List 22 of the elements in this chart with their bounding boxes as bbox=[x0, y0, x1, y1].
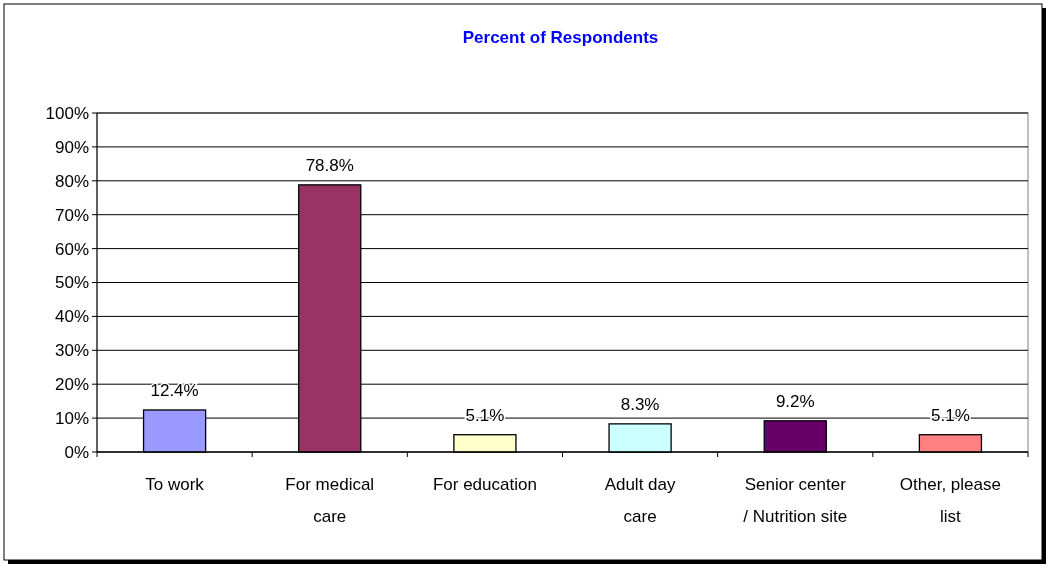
y-tick-label: 60% bbox=[54, 239, 89, 259]
y-tick-label: 90% bbox=[54, 137, 89, 157]
chart-title: Percent of Respondents bbox=[462, 28, 659, 47]
x-tick-label: Other, please list bbox=[899, 475, 1001, 526]
y-tick-label: 30% bbox=[54, 341, 89, 361]
x-tick-label: Adult day care bbox=[604, 475, 677, 526]
x-tick-label: Senior center / Nutrition site bbox=[743, 475, 848, 526]
y-tick-label: 10% bbox=[54, 409, 89, 429]
x-tick-label: To work bbox=[145, 475, 205, 494]
y-tick-label: 40% bbox=[54, 307, 89, 327]
data-label: 9.2% bbox=[775, 391, 815, 411]
y-tick-label: 0% bbox=[64, 442, 89, 462]
data-label: 8.3% bbox=[620, 394, 660, 414]
x-tick-label: For medical care bbox=[285, 475, 375, 526]
y-tick-label: 100% bbox=[45, 103, 89, 123]
y-tick-label: 70% bbox=[54, 205, 89, 225]
y-tick-label: 80% bbox=[54, 171, 89, 191]
x-tick-label: For education bbox=[432, 475, 537, 494]
y-tick-label: 50% bbox=[54, 273, 89, 293]
y-tick-label: 20% bbox=[54, 375, 89, 395]
data-label: 78.8% bbox=[305, 155, 354, 175]
data-label: 12.4% bbox=[150, 380, 199, 400]
